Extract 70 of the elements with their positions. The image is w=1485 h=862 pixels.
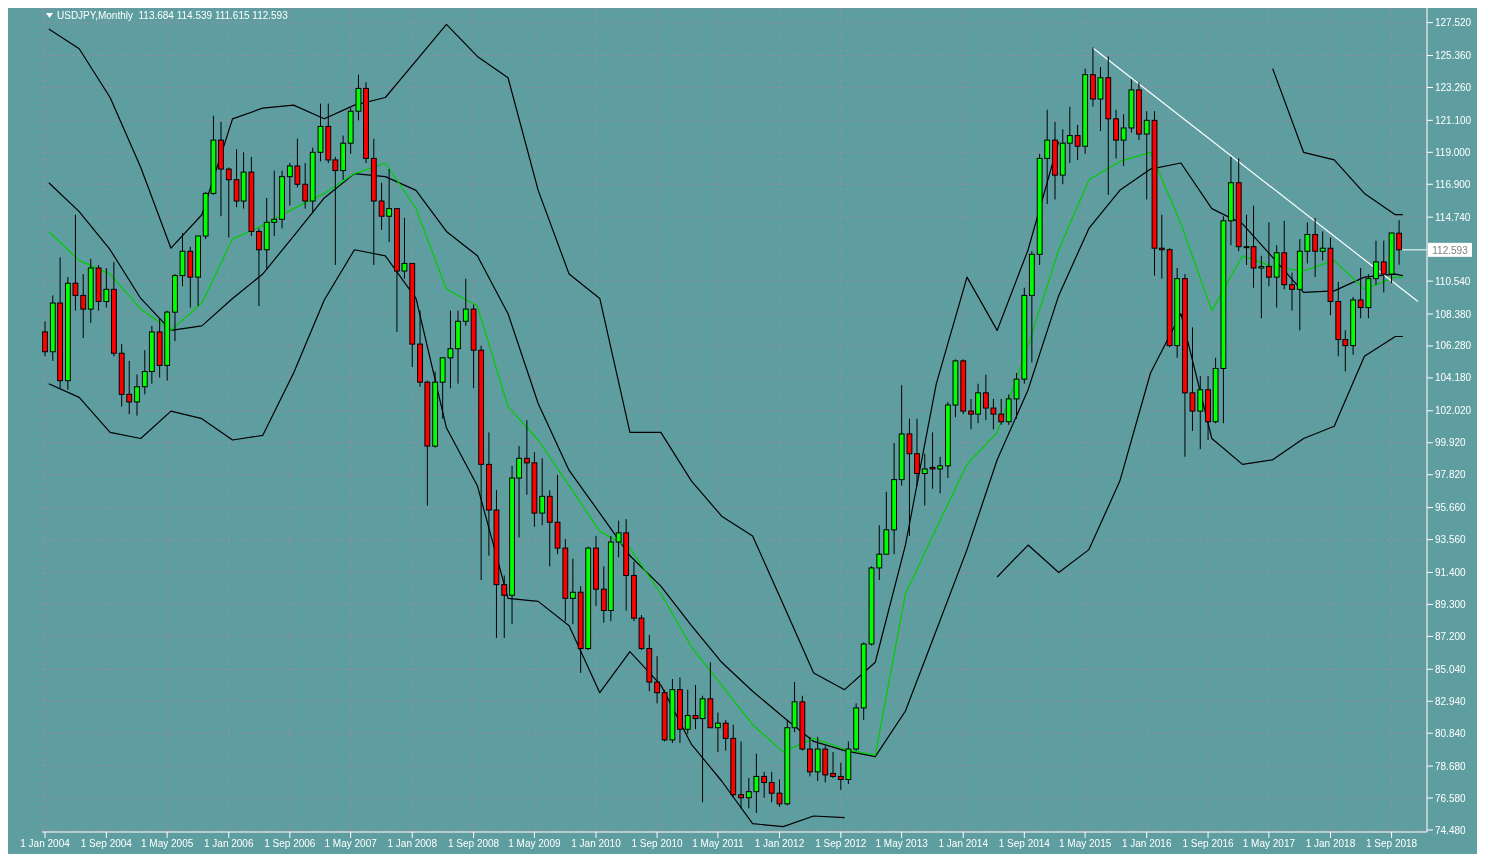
x-tick-label: 1 Jan 2006 bbox=[204, 838, 254, 850]
candlestick bbox=[539, 457, 546, 526]
y-tick-label: 110.540 bbox=[1435, 275, 1471, 287]
x-tick-label: 1 May 2007 bbox=[324, 838, 378, 850]
x-tick-label: 1 Sep 2018 bbox=[1365, 838, 1418, 850]
candlestick bbox=[134, 374, 140, 417]
x-tick-label: 1 Sep 2006 bbox=[264, 838, 316, 850]
y-tick-label: 97.820 bbox=[1435, 469, 1467, 481]
candlestick bbox=[1265, 221, 1272, 287]
x-tick-label: 1 Jan 2016 bbox=[1121, 838, 1172, 850]
y-tick-label: 87.200 bbox=[1435, 630, 1467, 642]
y-tick-label: 99.920 bbox=[1435, 437, 1467, 449]
y-tick-label: 119.000 bbox=[1435, 146, 1471, 158]
y-tick-label: 85.040 bbox=[1435, 663, 1467, 675]
candlestick bbox=[998, 398, 1005, 426]
candlestick bbox=[569, 558, 576, 625]
y-tick-label: 91.400 bbox=[1435, 567, 1467, 578]
candlestick bbox=[302, 162, 309, 210]
x-tick-label: 1 Sep 2008 bbox=[448, 838, 500, 850]
candlestick bbox=[256, 227, 262, 307]
x-tick-label: 1 Jan 2010 bbox=[571, 838, 622, 850]
y-tick-label: 76.580 bbox=[1435, 792, 1467, 804]
candlestick bbox=[1312, 217, 1319, 278]
x-tick-label: 1 Sep 2012 bbox=[815, 838, 867, 850]
x-tick-label: 1 Jan 2004 bbox=[20, 838, 71, 850]
y-tick-label: 89.300 bbox=[1435, 598, 1467, 610]
candlestick bbox=[462, 278, 469, 327]
y-tick-label: 74.480 bbox=[1435, 824, 1467, 836]
y-tick-label: 80.840 bbox=[1435, 727, 1467, 739]
y-tick-label: 102.020 bbox=[1435, 405, 1472, 417]
candlestick bbox=[1289, 272, 1295, 312]
y-tick-label: 82.940 bbox=[1435, 695, 1467, 707]
x-tick-label: 1 May 2017 bbox=[1242, 838, 1296, 850]
x-tick-label: 1 Jan 2014 bbox=[938, 838, 989, 850]
y-tick-label: 127.520 bbox=[1435, 17, 1472, 29]
candlestick bbox=[715, 712, 721, 753]
x-tick-label: 1 Jan 2018 bbox=[1305, 838, 1356, 850]
x-tick-label: 1 Jan 2012 bbox=[754, 838, 805, 850]
x-tick-label: 1 May 2011 bbox=[692, 838, 745, 850]
x-tick-label: 1 May 2015 bbox=[1059, 838, 1112, 850]
x-tick-label: 1 Sep 2014 bbox=[998, 838, 1051, 850]
x-tick-label: 1 May 2005 bbox=[141, 838, 194, 850]
candlestick bbox=[42, 320, 48, 357]
candlestick bbox=[921, 453, 928, 506]
y-tick-label: 106.280 bbox=[1435, 340, 1472, 352]
x-tick-label: 1 Jan 2008 bbox=[387, 838, 438, 850]
y-tick-label: 125.360 bbox=[1435, 50, 1472, 62]
y-tick-label: 108.380 bbox=[1435, 308, 1472, 320]
candlestick bbox=[1113, 109, 1119, 159]
candlestick bbox=[738, 740, 744, 809]
x-tick-label: 1 Sep 2016 bbox=[1182, 838, 1235, 850]
candlestick bbox=[1373, 240, 1379, 286]
y-tick-label: 114.740 bbox=[1435, 211, 1471, 223]
x-tick-label: 1 May 2013 bbox=[875, 838, 929, 850]
x-tick-label: 1 May 2009 bbox=[508, 838, 561, 850]
chart-title: USDJPY,Monthly 113.684 114.539 111.615 112.593 bbox=[57, 10, 288, 21]
y-tick-label: 93.560 bbox=[1435, 534, 1467, 546]
y-tick-label: 78.680 bbox=[1435, 760, 1467, 772]
y-tick-label: 95.660 bbox=[1435, 502, 1467, 514]
y-tick-label: 123.260 bbox=[1435, 82, 1472, 94]
y-tick-label: 104.180 bbox=[1435, 372, 1472, 384]
candlestick bbox=[761, 771, 768, 799]
candlestick bbox=[80, 273, 87, 339]
x-tick-label: 1 Sep 2004 bbox=[80, 838, 133, 850]
candlestick bbox=[830, 751, 836, 779]
y-tick-label: 121.100 bbox=[1435, 114, 1472, 126]
y-tick-label: 116.900 bbox=[1435, 178, 1471, 190]
ref-line-label: 112.593 bbox=[1432, 244, 1469, 256]
x-tick-label: 1 Sep 2010 bbox=[631, 838, 684, 850]
candlestick bbox=[654, 655, 660, 704]
